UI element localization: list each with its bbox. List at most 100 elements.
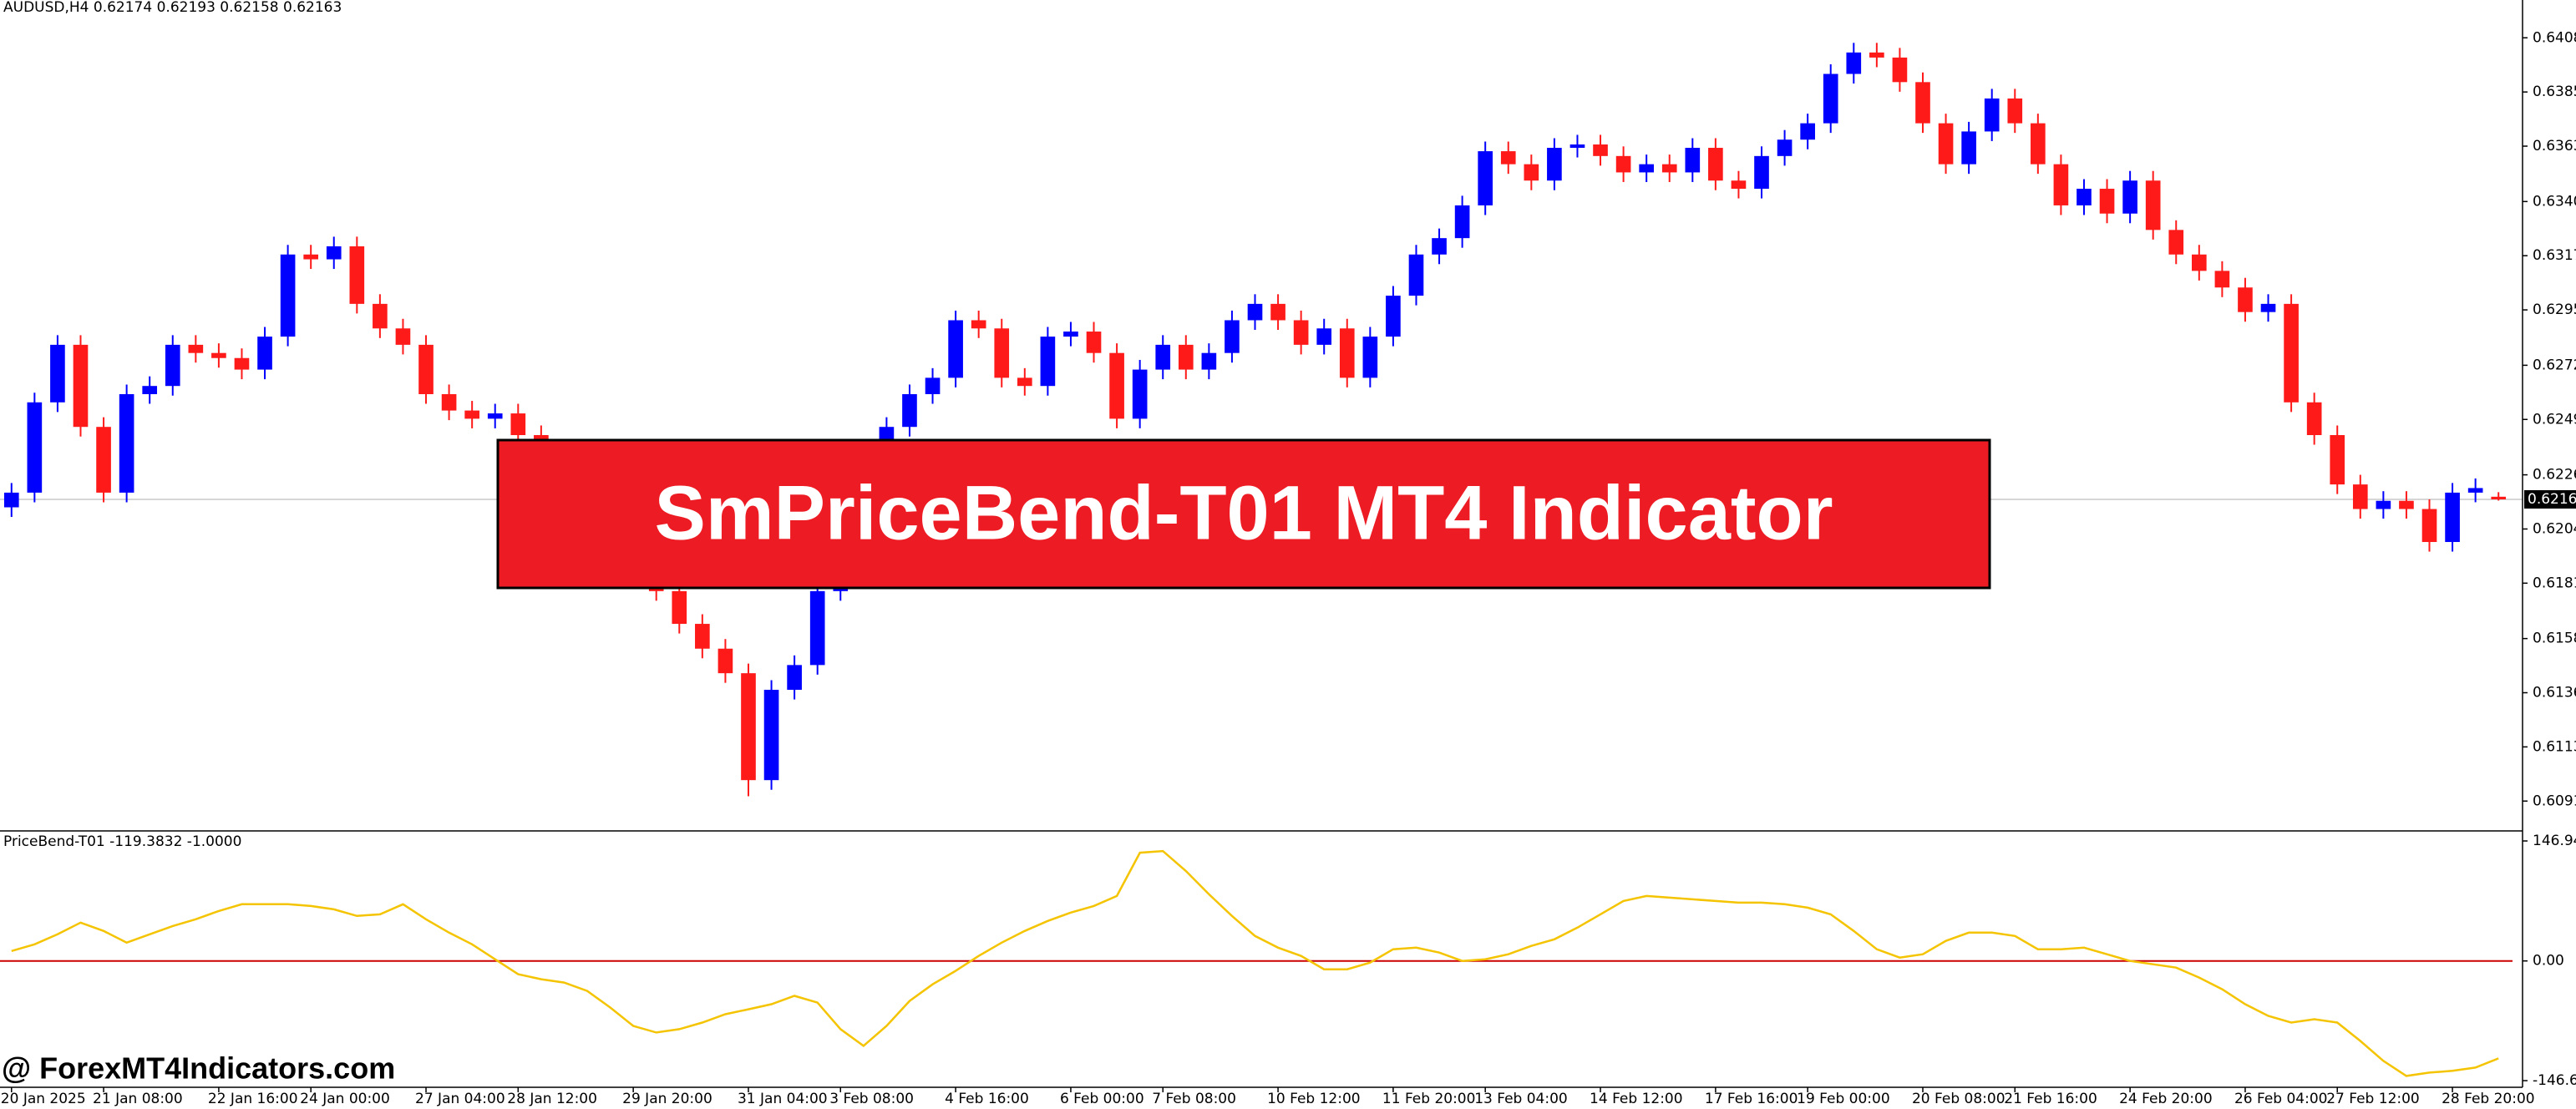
candle-body xyxy=(2260,303,2276,312)
candle-body xyxy=(2168,230,2184,255)
y-tick-label: 0.60910 xyxy=(2533,793,2576,809)
x-tick-label: 21 Jan 08:00 xyxy=(93,1091,183,1107)
candle-body xyxy=(718,648,733,674)
candle-body xyxy=(1293,320,1309,345)
candle-body xyxy=(1708,148,1723,181)
candle-body xyxy=(395,328,411,345)
candle-body xyxy=(1823,73,1838,124)
y-tick-label: 0.62265 xyxy=(2533,467,2576,484)
candle-body xyxy=(1754,155,1769,190)
candle-body xyxy=(2421,509,2437,543)
candle-body xyxy=(373,303,388,329)
candle-body xyxy=(1132,369,1148,419)
candle-body xyxy=(96,427,111,493)
candle-body xyxy=(2077,189,2092,205)
x-tick-label: 11 Feb 20:00 xyxy=(1382,1091,1476,1107)
candle-body xyxy=(280,254,296,337)
y-tick-label: 0.62950 xyxy=(2533,301,2576,318)
candle-body xyxy=(2214,271,2230,288)
candle-body xyxy=(1892,57,1908,83)
candle-body xyxy=(1270,303,1285,321)
candle-body xyxy=(2099,189,2115,214)
candle-body xyxy=(1500,151,1516,165)
candle-body xyxy=(1961,131,1976,165)
candle-body xyxy=(142,386,158,394)
candle-body xyxy=(2053,164,2069,205)
candle-body xyxy=(1362,337,1378,378)
banner-text: SmPriceBend-T01 MT4 Indicator xyxy=(655,470,1833,555)
y-tick-label: 0.64080 xyxy=(2533,29,2576,46)
candle-body xyxy=(1547,148,1562,181)
candle-body xyxy=(73,344,89,428)
candle-body xyxy=(1869,52,1884,58)
candle-body xyxy=(2145,180,2161,230)
candle-body xyxy=(2491,496,2507,499)
candle-body xyxy=(925,377,941,394)
chart-title: AUDUSD,H4 0.62174 0.62193 0.62158 0.6216… xyxy=(3,0,342,16)
current-price-label: 0.62163 xyxy=(2528,491,2576,508)
x-tick-label: 27 Feb 12:00 xyxy=(2326,1091,2420,1107)
y-tick-label: 0.62495 xyxy=(2533,411,2576,428)
y-tick-label: -146.6076 xyxy=(2533,1072,2576,1089)
x-tick-label: 4 Feb 16:00 xyxy=(945,1091,1029,1107)
x-tick-label: 3 Feb 08:00 xyxy=(829,1091,914,1107)
candle-body xyxy=(994,328,1010,378)
candle-body xyxy=(2376,500,2391,509)
x-tick-label: 22 Jan 16:00 xyxy=(208,1091,298,1107)
y-tick-label: 0.63630 xyxy=(2533,138,2576,154)
candle-body xyxy=(2191,254,2207,271)
x-tick-label: 14 Feb 12:00 xyxy=(1590,1091,1683,1107)
candle-body xyxy=(1201,352,1217,370)
candle-body xyxy=(971,320,986,329)
candle-body xyxy=(303,254,319,260)
x-tick-label: 6 Feb 00:00 xyxy=(1060,1091,1144,1107)
candle-body xyxy=(2238,287,2253,312)
candle-body xyxy=(349,246,365,304)
candle-body xyxy=(2330,435,2345,485)
indicator-line xyxy=(11,849,2499,1077)
candle-body xyxy=(2467,488,2483,493)
candle-body xyxy=(902,393,917,428)
candle-body xyxy=(257,337,272,370)
y-tick-label: 146.9463 xyxy=(2533,833,2576,849)
candle-body xyxy=(1109,352,1124,419)
y-tick-label: 0.61585 xyxy=(2533,630,2576,647)
y-tick-label: 0.63175 xyxy=(2533,247,2576,264)
x-tick-label: 7 Feb 08:00 xyxy=(1152,1091,1236,1107)
candle-body xyxy=(948,320,963,378)
candle-body xyxy=(2031,123,2046,165)
candle-body xyxy=(1593,144,1608,156)
current-price-box xyxy=(2524,489,2576,509)
x-tick-label: 28 Feb 20:00 xyxy=(2442,1091,2535,1107)
y-tick-label: 0.61815 xyxy=(2533,575,2576,591)
x-tick-label: 20 Feb 08:00 xyxy=(1912,1091,2006,1107)
candle-body xyxy=(2122,180,2137,214)
y-tick-label: 0.62720 xyxy=(2533,357,2576,373)
candle-body xyxy=(211,352,226,358)
y-tick-label: 0.61135 xyxy=(2533,738,2576,755)
candle-body xyxy=(2306,402,2322,436)
candle-body xyxy=(234,357,250,370)
candle-body xyxy=(418,344,434,394)
candle-body xyxy=(1454,205,1470,239)
candle-body xyxy=(2445,492,2460,543)
candle-body xyxy=(809,590,825,666)
x-tick-label: 21 Feb 16:00 xyxy=(2004,1091,2097,1107)
x-tick-label: 10 Feb 12:00 xyxy=(1267,1091,1361,1107)
x-tick-label: 29 Jan 20:00 xyxy=(622,1091,712,1107)
candle-body xyxy=(1615,155,1631,173)
candle-body xyxy=(1478,151,1493,205)
candle-body xyxy=(1247,303,1263,321)
plot-area xyxy=(0,43,2523,1077)
candle-body xyxy=(1178,344,1194,370)
x-tick-label: 27 Jan 04:00 xyxy=(415,1091,505,1107)
candle-body xyxy=(1432,238,1447,255)
x-tick-label: 17 Feb 16:00 xyxy=(1705,1091,1798,1107)
candle-body xyxy=(1339,328,1355,378)
y-tick-label: 0.61360 xyxy=(2533,685,2576,701)
candle-body xyxy=(2352,484,2368,509)
candle-body xyxy=(1063,332,1078,337)
candle-body xyxy=(1225,320,1240,353)
candle-body xyxy=(1731,180,1747,190)
candle-body xyxy=(2284,303,2299,403)
